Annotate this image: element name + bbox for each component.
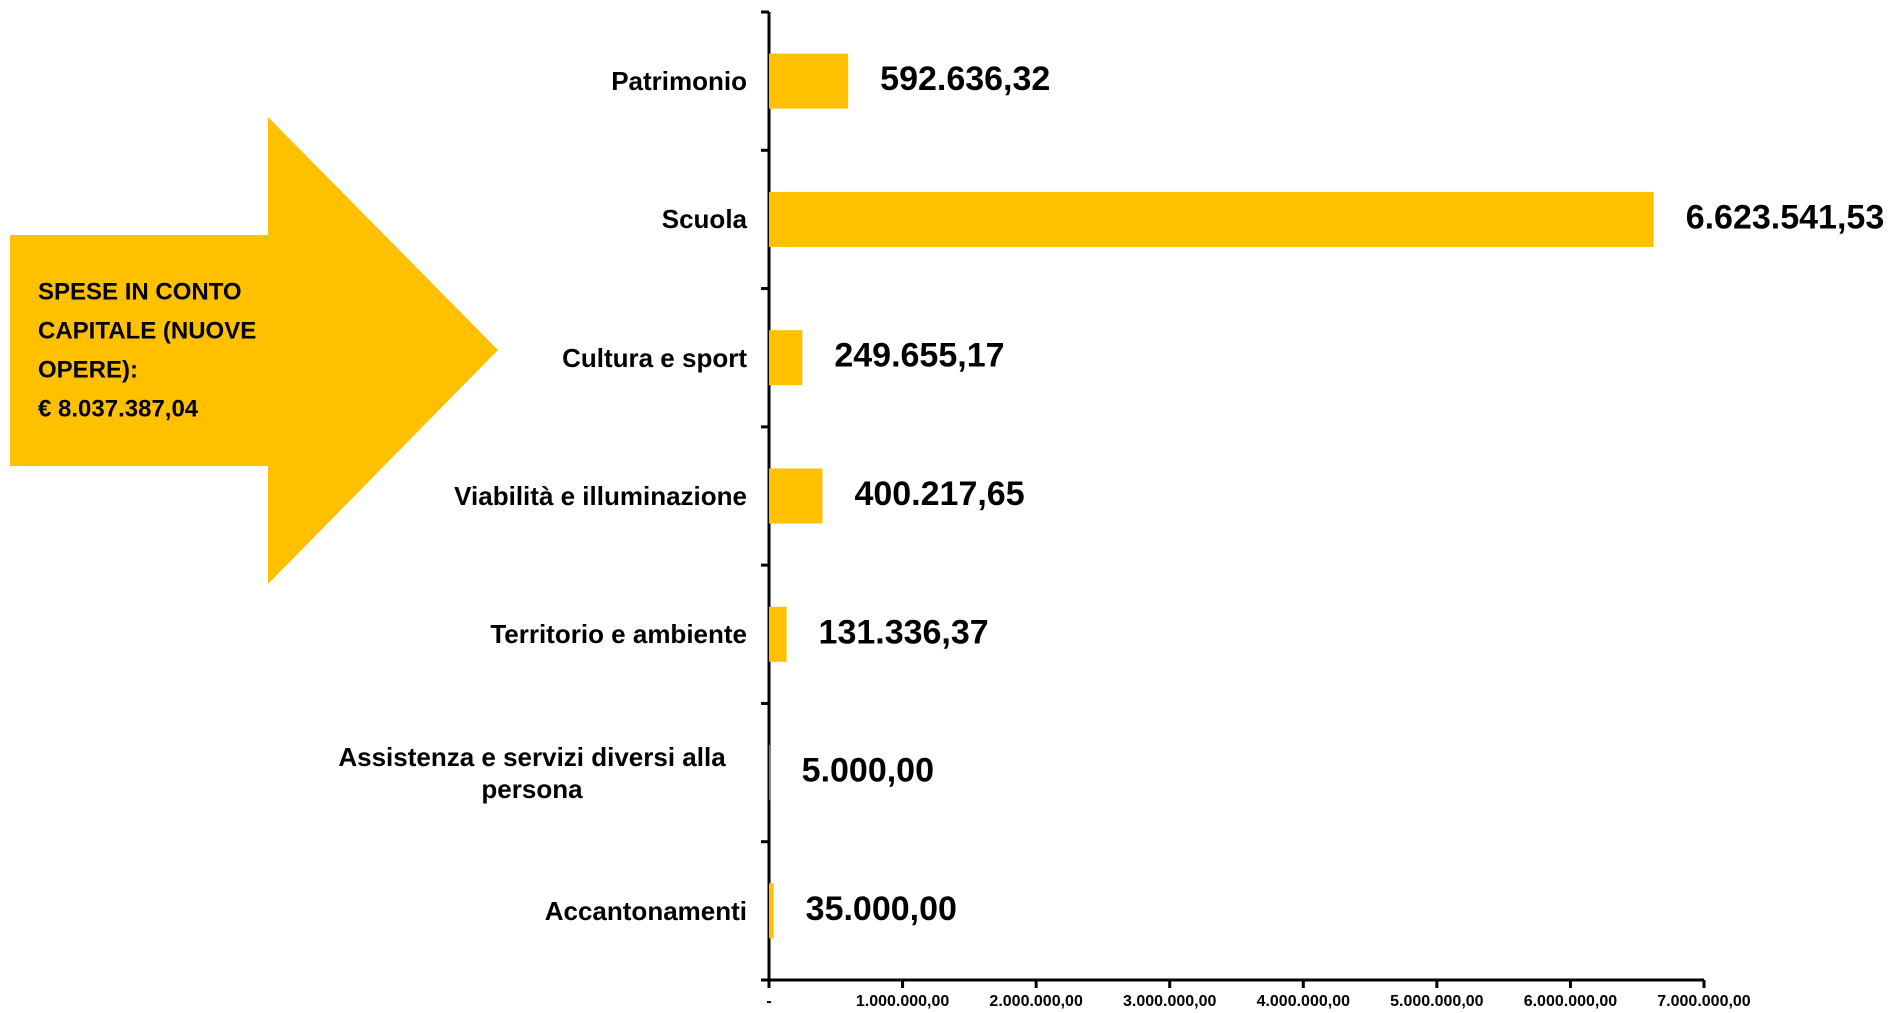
arrow [10, 117, 498, 584]
x-tick-label: 1.000.000,00 [856, 993, 950, 1010]
x-tick-label: 6.000.000,00 [1524, 993, 1618, 1010]
category-label: Assistenza e servizi diversi alla person… [338, 741, 726, 804]
bar [769, 883, 774, 939]
x-tick-label: 7.000.000,00 [1657, 993, 1751, 1010]
bar [769, 330, 803, 386]
x-tick-label: 4.000.000,00 [1257, 993, 1351, 1010]
annotation-text: CAPITALE (NUOVE [38, 317, 256, 344]
value-label: 592.636,32 [880, 60, 1050, 98]
bar [769, 606, 787, 662]
annotation-text: € 8.037.387,04 [38, 395, 199, 422]
category-label: Territorio e ambiente [490, 619, 747, 650]
x-tick-label: 2.000.000,00 [989, 993, 1083, 1010]
category-label: Accantonamenti [544, 895, 747, 926]
category-label: Viabilità e illuminazione [454, 481, 747, 511]
x-tick-label: 5.000.000,00 [1390, 993, 1484, 1010]
category-label: Patrimonio [611, 66, 747, 97]
annotation-text: OPERE): [38, 356, 138, 383]
bar [769, 745, 770, 801]
category-label: Cultura e sport [562, 342, 747, 373]
x-tick-label: - [766, 993, 771, 1010]
annotation-text: SPESE IN CONTO [38, 278, 242, 305]
value-label: 6.623.541,53 [1686, 198, 1885, 236]
value-label: 35.000,00 [806, 890, 957, 928]
bar [769, 468, 823, 524]
category-label: Scuola [661, 204, 747, 235]
value-label: 400.217,65 [854, 475, 1024, 513]
value-label: 5.000,00 [802, 752, 934, 790]
bar [769, 191, 1654, 247]
x-tick-label: 3.000.000,00 [1123, 993, 1217, 1010]
bar [769, 53, 849, 109]
value-label: 249.655,17 [834, 337, 1004, 375]
value-label: 131.336,37 [819, 613, 989, 651]
